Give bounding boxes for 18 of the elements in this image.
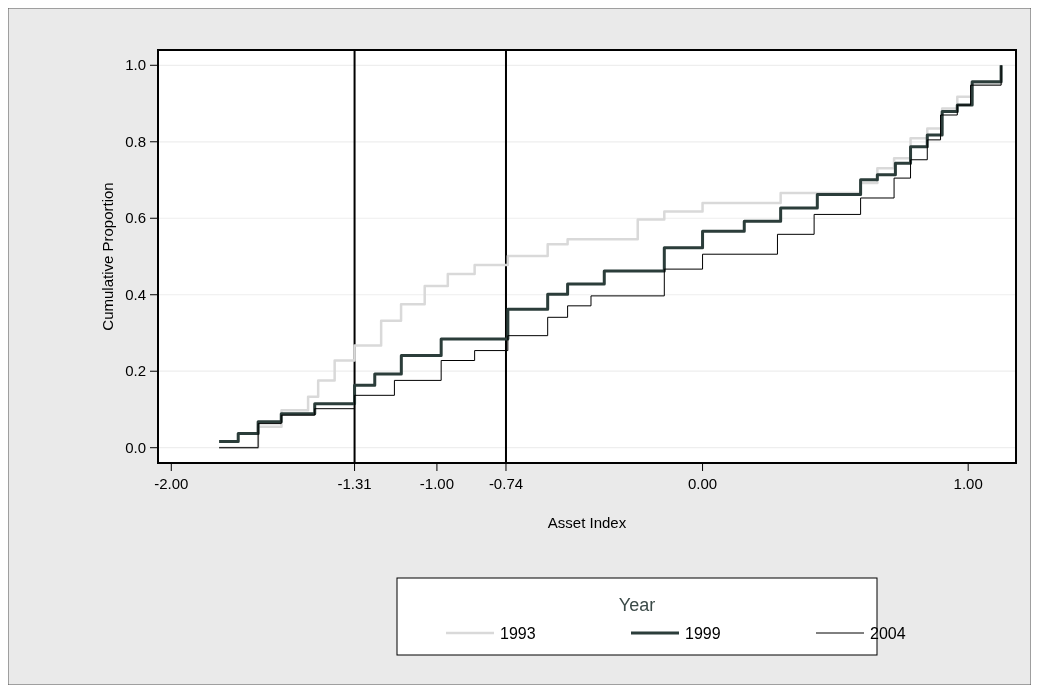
legend-title: Year xyxy=(618,595,656,615)
legend-label: 1999 xyxy=(685,625,721,642)
x-tick-label: -1.00 xyxy=(419,475,455,492)
y-tick-label: 0.2 xyxy=(125,362,146,380)
legend-label: 1993 xyxy=(500,625,536,642)
legend-label: 2004 xyxy=(870,625,906,642)
x-axis-title: Asset Index xyxy=(547,514,627,531)
y-tick-label: 1.0 xyxy=(125,56,146,74)
y-axis-title: Cumulative Proportion xyxy=(99,182,116,331)
x-tick-label: -2.00 xyxy=(154,475,189,492)
x-tick-label: 0.00 xyxy=(687,475,718,492)
x-tick-label: -0.74 xyxy=(488,475,524,492)
x-tick-label: -1.31 xyxy=(337,475,372,492)
y-tick-label: 0.8 xyxy=(125,132,146,150)
y-tick-label: 0.6 xyxy=(125,209,146,227)
y-tick-label: 0.4 xyxy=(125,285,146,303)
x-tick-label: 1.00 xyxy=(953,475,983,492)
y-tick-label: 0.0 xyxy=(125,438,146,456)
